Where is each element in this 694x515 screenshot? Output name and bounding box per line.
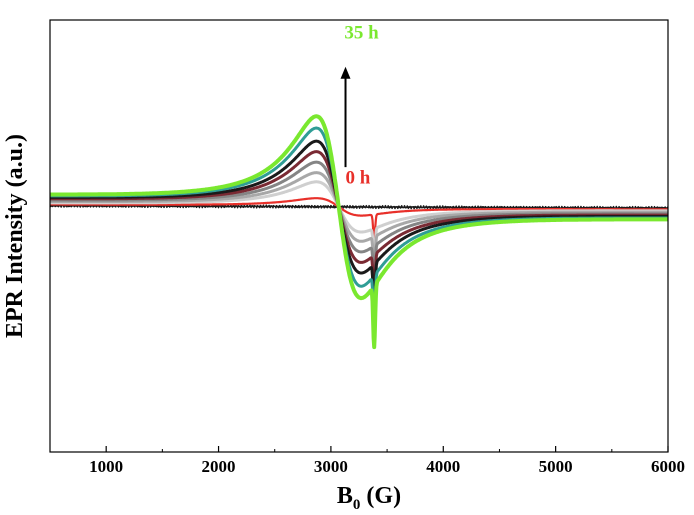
arrow-head [340, 66, 351, 79]
plot-frame [49, 19, 669, 453]
x-tick-label: 3000 [314, 457, 348, 476]
x-axis-ticks: 1000 2000 3000 4000 5000 6000 [49, 446, 685, 476]
x-axis-title: B0 (G) [337, 483, 401, 513]
annotation-label: 35 h [344, 23, 379, 44]
series-line-1 [49, 197, 669, 241]
x-tick-label: 4000 [426, 457, 460, 476]
series-layer [48, 114, 670, 350]
x-tick-label: 1000 [89, 457, 123, 476]
x-tick-label: 6000 [651, 457, 685, 476]
x-tick-label: 5000 [539, 457, 573, 476]
series-line-8 [48, 114, 670, 350]
series-line-6 [49, 139, 669, 316]
series-line-7 [49, 126, 669, 334]
series-line-0 [49, 203, 669, 211]
y-axis-title: EPR Intensity (a.u.) [2, 134, 28, 338]
x-tick-label: 2000 [202, 457, 236, 476]
annotation-label: 0 h [346, 167, 371, 188]
annotations: 35 h 0 h [340, 23, 379, 188]
